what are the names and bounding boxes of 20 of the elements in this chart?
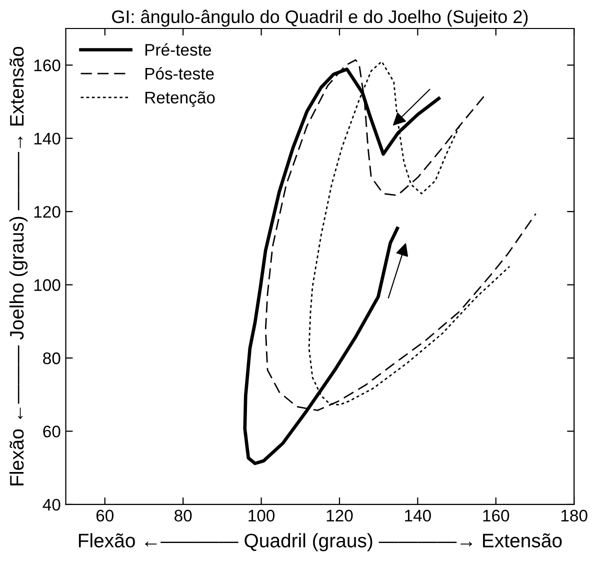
legend-label: Pós-teste xyxy=(145,67,214,80)
y-tick-label: 160 xyxy=(34,60,60,72)
y-tick-label: 80 xyxy=(43,352,60,364)
x-tick-label: 60 xyxy=(96,510,114,522)
x-tick-label: 80 xyxy=(174,510,192,522)
legend-label: Retenção xyxy=(145,91,215,107)
y-tick-label: 140 xyxy=(34,132,60,145)
x-axis-title: Flexão ←———— Quadril (graus) ————→ Extensão xyxy=(78,533,562,552)
y-tick-label: 100 xyxy=(34,279,60,291)
x-tick-label: 100 xyxy=(248,510,275,522)
x-tick-label: 120 xyxy=(326,510,353,522)
x-tick-label: 140 xyxy=(405,510,431,522)
x-tick-label: 160 xyxy=(483,510,510,522)
y-tick-label: 40 xyxy=(42,498,60,511)
y-tick-label: 120 xyxy=(34,206,60,218)
chart-title: GI: ângulo-ângulo do Quadril e do Joelho (Sujeito 2) xyxy=(112,10,528,27)
y-axis-title: Flexão ←——— Joelho (graus) ———→ Extensão xyxy=(9,46,28,486)
x-tick-label: 180 xyxy=(561,510,588,522)
legend-label: Pré-teste xyxy=(145,43,211,56)
y-tick-label: 60 xyxy=(43,426,60,438)
